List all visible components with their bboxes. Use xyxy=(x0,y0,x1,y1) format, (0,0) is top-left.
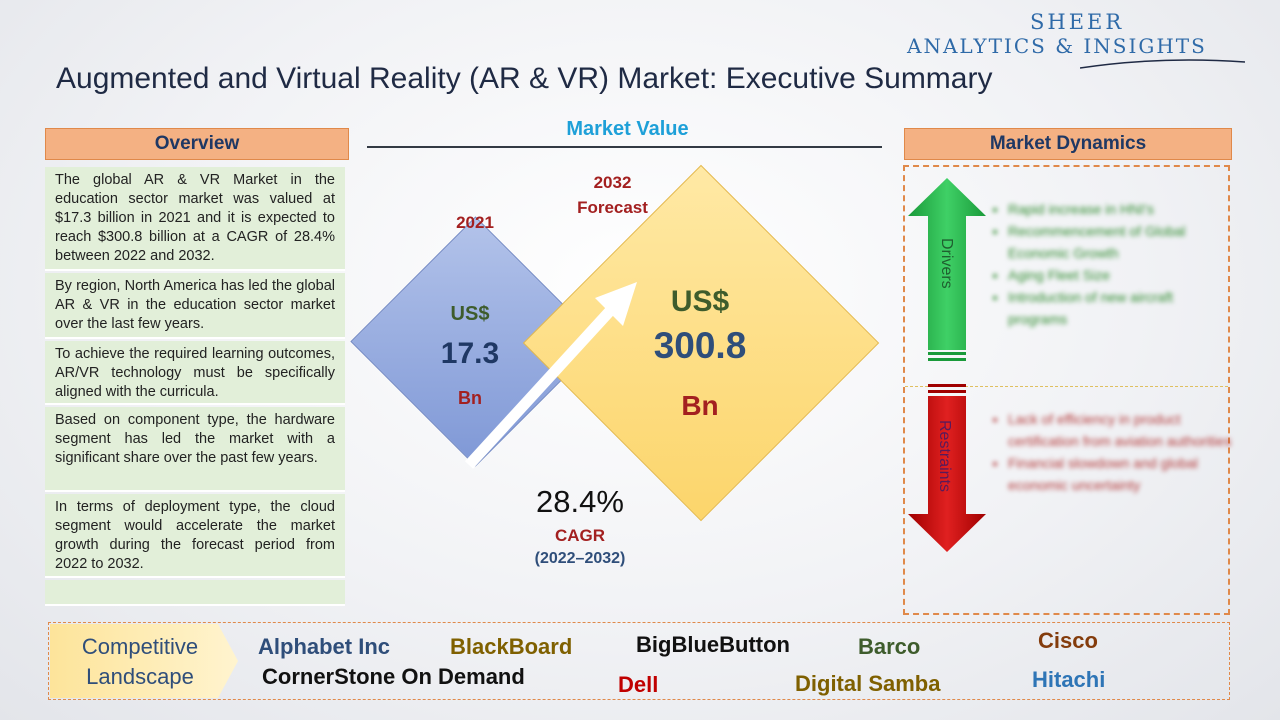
growth-arrow-icon xyxy=(464,282,637,469)
competitive-label-line-1: Competitive xyxy=(81,634,199,659)
market-value-header: Market Value xyxy=(566,118,689,140)
logo-line-2: ANALYTICS & INSIGHTS xyxy=(907,34,1207,58)
year-2032-label: 2032 Forecast xyxy=(560,170,665,220)
competitive-label-arrow xyxy=(50,624,238,698)
restraints-list: Lack of efficiency in product certificat… xyxy=(990,408,1233,496)
competitive-label-line-2: Landscape xyxy=(86,664,194,689)
logo-line-1: SHEER xyxy=(1030,10,1125,34)
value-2021-unit: Bn xyxy=(458,388,482,408)
company-blackboard: BlackBoard xyxy=(450,634,573,659)
overview-paragraph: Based on component type, the hardware se… xyxy=(45,407,345,492)
value-2032-currency: US$ xyxy=(670,285,730,318)
forecast-label: Forecast xyxy=(577,198,648,217)
competitive-landscape-panel xyxy=(48,622,1230,700)
restraints-down-arrow-icon xyxy=(908,384,986,552)
logo-swoosh xyxy=(1080,59,1245,69)
restraint-item: Lack of efficiency in product certificat… xyxy=(1008,408,1233,452)
dynamics-divider xyxy=(905,386,1228,387)
cagr-value: 28.4% xyxy=(536,484,624,519)
driver-item: Introduction of new aircraft programs xyxy=(1008,286,1233,330)
driver-item: Aging Fleet Size xyxy=(1008,264,1233,286)
overview-empty-row xyxy=(45,580,345,606)
cagr-label: CAGR xyxy=(554,526,606,545)
drivers-label: Drivers xyxy=(938,238,955,289)
year-2032: 2032 xyxy=(593,173,632,192)
market-dynamics-panel xyxy=(903,165,1230,615)
cagr-period: (2022–2032) xyxy=(534,550,626,567)
year-2021-label: 2021 xyxy=(456,213,494,232)
value-2032-unit: Bn xyxy=(681,390,719,421)
driver-item: Rapid increase in HNI's xyxy=(1008,198,1233,220)
market-value-divider xyxy=(367,146,882,148)
value-2032-amount: 300.8 xyxy=(653,325,747,366)
page-title: Augmented and Virtual Reality (AR & VR) … xyxy=(56,62,993,95)
restraints-label: Restraints xyxy=(936,420,953,493)
company-alphabet: Alphabet Inc xyxy=(258,634,391,659)
overview-paragraph: By region, North America has led the glo… xyxy=(45,273,345,339)
company-barco: Barco xyxy=(858,634,921,659)
company-cornerstone: CornerStone On Demand xyxy=(262,664,525,689)
market-dynamics-header: Market Dynamics xyxy=(904,128,1232,160)
competitive-label: Competitive Landscape xyxy=(55,632,225,692)
company-bigbluebutton: BigBlueButton xyxy=(636,632,790,657)
company-dell: Dell xyxy=(618,672,659,697)
value-2021-currency: US$ xyxy=(450,303,490,325)
overview-paragraph: In terms of deployment type, the cloud s… xyxy=(45,494,345,578)
restraint-item: Financial slowdown and global economic u… xyxy=(1008,452,1233,496)
drivers-up-arrow-icon xyxy=(908,178,986,361)
driver-item: Recommencement of Global Economic Growth xyxy=(1008,220,1233,264)
overview-paragraph: The global AR & VR Market in the educati… xyxy=(45,167,345,271)
company-cisco: Cisco xyxy=(1038,628,1098,653)
overview-header: Overview xyxy=(45,128,349,160)
value-2021-amount: 17.3 xyxy=(440,337,500,370)
drivers-list: Rapid increase in HNI's Recommencement o… xyxy=(990,198,1233,330)
overview-paragraph: To achieve the required learning outcome… xyxy=(45,341,345,405)
company-digital-samba: Digital Samba xyxy=(795,671,941,696)
company-hitachi: Hitachi xyxy=(1032,667,1106,692)
